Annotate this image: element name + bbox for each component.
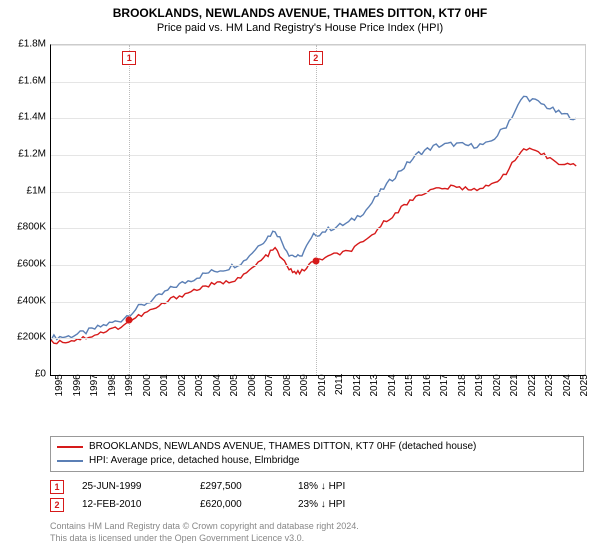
x-axis-label: 1998: [107, 352, 118, 380]
legend-row: HPI: Average price, detached house, Elmb…: [57, 454, 577, 468]
footer-line-2: This data is licensed under the Open Gov…: [50, 532, 584, 544]
sale-row-marker: 1: [50, 480, 64, 494]
x-axis-label: 2009: [299, 352, 310, 380]
sale-delta: 18% ↓ HPI: [298, 478, 388, 496]
y-axis-label: £1M: [6, 185, 46, 196]
x-axis-label: 2000: [142, 352, 153, 380]
x-axis-label: 2007: [264, 352, 275, 380]
sale-date: 12-FEB-2010: [82, 496, 182, 514]
y-axis-label: £1.4M: [6, 112, 46, 123]
x-axis-label: 2010: [317, 352, 328, 380]
x-axis-label: 2022: [527, 352, 538, 380]
legend: BROOKLANDS, NEWLANDS AVENUE, THAMES DITT…: [50, 436, 584, 472]
x-axis-label: 2023: [544, 352, 555, 380]
sale-delta: 23% ↓ HPI: [298, 496, 388, 514]
x-axis-label: 2024: [562, 352, 573, 380]
sales-table: 1 25-JUN-1999 £297,500 18% ↓ HPI 2 12-FEB-201…: [50, 478, 584, 514]
gridline: [51, 228, 585, 229]
x-axis-label: 1999: [124, 352, 135, 380]
x-axis-label: 2019: [474, 352, 485, 380]
y-axis-label: £600K: [6, 259, 46, 270]
x-axis-label: 2018: [457, 352, 468, 380]
gridline: [51, 155, 585, 156]
legend-swatch: [57, 446, 83, 448]
x-axis-label: 2001: [159, 352, 170, 380]
x-axis-label: 2008: [282, 352, 293, 380]
y-axis-label: £1.2M: [6, 149, 46, 160]
x-axis-label: 1996: [72, 352, 83, 380]
x-axis-label: 2016: [422, 352, 433, 380]
x-axis-label: 1997: [89, 352, 100, 380]
gridline: [51, 265, 585, 266]
y-axis-label: £1.6M: [6, 75, 46, 86]
sale-point-1: [126, 317, 133, 324]
sale-rule-2: [316, 45, 317, 375]
y-axis-label: £800K: [6, 222, 46, 233]
sale-date: 25-JUN-1999: [82, 478, 182, 496]
x-axis-label: 2025: [579, 352, 590, 380]
gridline: [51, 82, 585, 83]
legend-label: HPI: Average price, detached house, Elmb…: [89, 454, 300, 468]
plot-area: 12: [50, 44, 586, 376]
y-axis-label: £1.8M: [6, 39, 46, 50]
sale-rule-1: [129, 45, 130, 375]
gridline: [51, 302, 585, 303]
x-axis-label: 2020: [492, 352, 503, 380]
sale-row: 2 12-FEB-2010 £620,000 23% ↓ HPI: [50, 496, 584, 514]
sale-row: 1 25-JUN-1999 £297,500 18% ↓ HPI: [50, 478, 584, 496]
x-axis-label: 2004: [212, 352, 223, 380]
x-axis-label: 2015: [404, 352, 415, 380]
x-axis-label: 2021: [509, 352, 520, 380]
legend-label: BROOKLANDS, NEWLANDS AVENUE, THAMES DITT…: [89, 440, 476, 454]
footer-line-1: Contains HM Land Registry data © Crown c…: [50, 520, 584, 532]
chart-lines: [51, 45, 585, 375]
chart-container: BROOKLANDS, NEWLANDS AVENUE, THAMES DITT…: [0, 0, 600, 560]
x-axis-label: 2003: [194, 352, 205, 380]
sale-price: £297,500: [200, 478, 280, 496]
gridline: [51, 118, 585, 119]
legend-swatch: [57, 460, 83, 462]
legend-row: BROOKLANDS, NEWLANDS AVENUE, THAMES DITT…: [57, 440, 577, 454]
x-axis-label: 2005: [229, 352, 240, 380]
title-sub: Price paid vs. HM Land Registry's House …: [0, 22, 600, 34]
title-main: BROOKLANDS, NEWLANDS AVENUE, THAMES DITT…: [0, 6, 600, 20]
x-axis-label: 2006: [247, 352, 258, 380]
sale-point-2: [312, 258, 319, 265]
x-axis-label: 2014: [387, 352, 398, 380]
sale-marker-1: 1: [122, 51, 136, 65]
sale-price: £620,000: [200, 496, 280, 514]
sale-row-marker: 2: [50, 498, 64, 512]
gridline: [51, 192, 585, 193]
x-axis-label: 2013: [369, 352, 380, 380]
y-axis-label: £400K: [6, 295, 46, 306]
bottom-block: BROOKLANDS, NEWLANDS AVENUE, THAMES DITT…: [50, 436, 584, 544]
x-axis-label: 2012: [352, 352, 363, 380]
y-axis-label: £0: [6, 369, 46, 380]
x-axis-label: 2011: [334, 352, 345, 380]
x-axis-label: 2002: [177, 352, 188, 380]
x-axis-label: 2017: [439, 352, 450, 380]
gridline: [51, 45, 585, 46]
sale-marker-2: 2: [309, 51, 323, 65]
gridline: [51, 338, 585, 339]
x-axis-label: 1995: [54, 352, 65, 380]
footer: Contains HM Land Registry data © Crown c…: [50, 520, 584, 544]
y-axis-label: £200K: [6, 332, 46, 343]
chart: 12 £0£200K£400K£600K£800K£1M£1.2M£1.4M£1…: [8, 44, 592, 400]
titles: BROOKLANDS, NEWLANDS AVENUE, THAMES DITT…: [0, 0, 600, 34]
